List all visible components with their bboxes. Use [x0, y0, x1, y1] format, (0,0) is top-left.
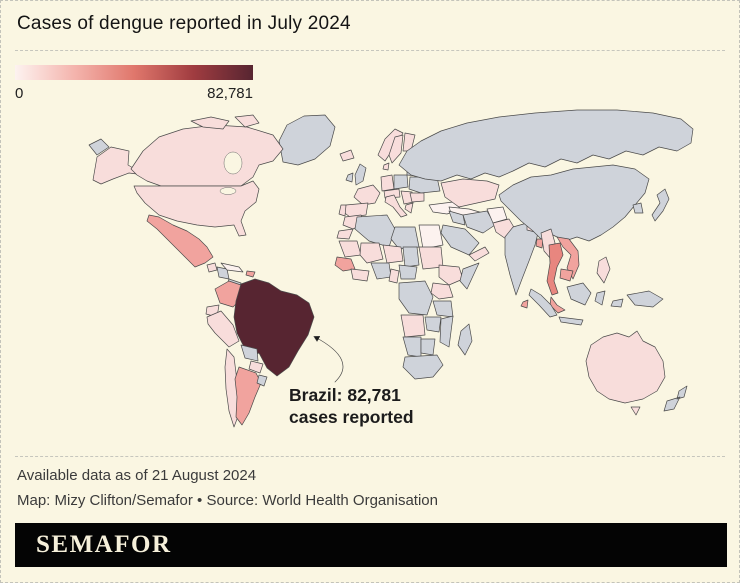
country-madagascar — [457, 323, 473, 356]
country-new-zealand — [663, 385, 688, 412]
country-greenland — [278, 114, 336, 166]
world-choropleth-map: Brazil: 82,781 cases reported — [1, 105, 739, 457]
country-greece — [404, 202, 414, 214]
country-france — [353, 184, 381, 206]
map-svg: Brazil: 82,781 cases reported — [88, 109, 694, 428]
country-denmark — [382, 162, 390, 171]
footer-availability: Available data as of 21 August 2024 — [17, 467, 257, 484]
footer-separator — [15, 456, 725, 457]
country-yemen-oman — [468, 246, 490, 262]
country-philippines — [596, 256, 611, 284]
wrangel-island — [88, 138, 110, 156]
country-ivorycoast-ghana — [350, 268, 370, 282]
country-iran — [462, 210, 496, 234]
country-indonesia — [528, 282, 624, 326]
country-thailand — [546, 242, 564, 296]
country-afghanistan — [486, 206, 508, 224]
country-czech-austria — [383, 188, 401, 199]
page-title: Cases of dengue reported in July 2024 — [17, 13, 351, 34]
country-namibia — [402, 336, 422, 358]
country-bolivia — [240, 344, 259, 362]
country-brazil — [233, 278, 315, 377]
country-iraq-syria — [448, 210, 466, 226]
country-tasmania — [630, 406, 641, 416]
country-mali — [359, 242, 384, 264]
country-usa — [133, 180, 260, 237]
country-south-korea — [632, 202, 644, 214]
country-niger — [382, 244, 404, 264]
country-mauritania — [338, 240, 362, 258]
country-romania — [409, 192, 425, 203]
country-argentina — [234, 366, 262, 426]
country-poland — [393, 174, 409, 190]
annotation-line2: cases reported — [289, 407, 414, 427]
country-central-african-rep — [398, 264, 418, 280]
semafor-wordmark: SEMAFOR — [36, 531, 172, 558]
country-senegal-guinea — [334, 256, 356, 272]
legend-min-label: 0 — [15, 85, 24, 102]
country-mozambique — [439, 315, 454, 348]
country-cambodia — [559, 268, 574, 282]
country-south-africa — [402, 354, 444, 380]
country-peru — [206, 310, 240, 348]
country-tanzania — [432, 300, 454, 318]
country-dr-congo — [398, 280, 434, 316]
country-uk — [354, 163, 367, 186]
legend-max-label: 82,781 — [207, 85, 253, 102]
country-uruguay — [256, 374, 268, 387]
legend-labels: 0 82,781 — [15, 85, 253, 102]
country-malaysia — [549, 296, 566, 314]
country-cameroon — [388, 268, 400, 284]
hudson-bay — [223, 151, 243, 175]
country-laos-vietnam — [556, 236, 580, 280]
country-guatemala — [206, 262, 218, 273]
country-russia — [398, 109, 694, 182]
great-lakes — [219, 187, 237, 195]
country-sweden — [388, 134, 404, 164]
country-libya — [390, 226, 420, 250]
title-separator — [15, 50, 725, 51]
country-botswana — [420, 338, 436, 356]
country-mexico — [146, 214, 214, 268]
country-papua-new-guinea — [626, 290, 664, 308]
country-sri-lanka — [520, 299, 529, 309]
country-ethiopia — [438, 264, 464, 286]
country-nigeria — [370, 262, 392, 280]
country-hispaniola — [245, 270, 256, 278]
country-paraguay — [248, 360, 264, 374]
country-cuba — [220, 262, 244, 273]
footer-credit: Map: Mizy Clifton/Semafor • Source: Worl… — [17, 492, 438, 509]
annotation-line1: Brazil: 82,781 — [289, 385, 401, 405]
country-somalia — [459, 262, 480, 290]
country-iceland — [339, 149, 355, 162]
country-kazakhstan — [440, 178, 500, 208]
country-japan — [651, 188, 670, 222]
brand-bar: SEMAFOR — [15, 523, 727, 567]
legend-gradient — [15, 65, 253, 80]
country-portugal — [338, 204, 347, 217]
country-algeria — [354, 214, 396, 248]
country-australia — [585, 330, 666, 404]
country-angola — [400, 314, 426, 338]
country-italy — [384, 194, 408, 218]
annotation-arrow — [315, 337, 344, 383]
country-kenya-uganda — [430, 282, 454, 300]
country-china — [498, 164, 650, 242]
country-western-sahara — [336, 228, 354, 240]
country-canada — [130, 124, 284, 187]
country-india — [504, 222, 540, 296]
canada-arctic-islands — [190, 114, 260, 130]
country-zambia — [424, 316, 442, 333]
country-ireland — [345, 172, 354, 183]
country-egypt — [418, 224, 444, 250]
country-germany — [380, 174, 395, 192]
country-chad — [402, 246, 420, 268]
